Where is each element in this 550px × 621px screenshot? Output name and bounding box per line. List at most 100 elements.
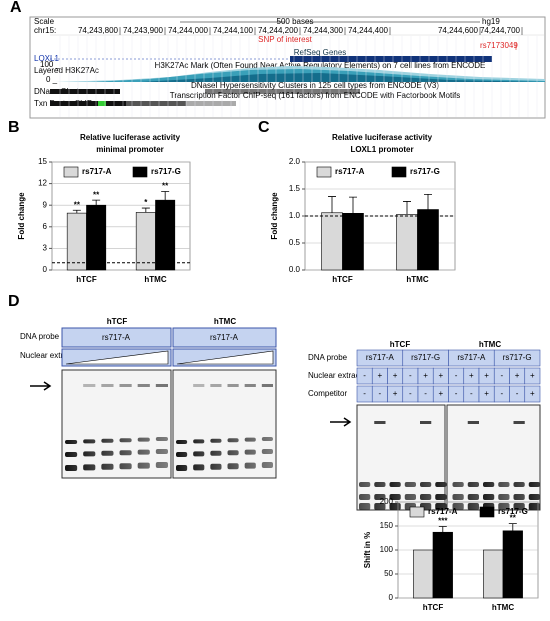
free-band [435, 494, 447, 500]
bar [66, 212, 87, 271]
free-band [193, 439, 205, 444]
y-axis-label: Shift in % [363, 532, 372, 568]
coordinate: 74,244,600 [438, 26, 479, 35]
free-band [513, 494, 525, 500]
free-band [244, 462, 256, 469]
y-tick-label: 0.0 [289, 265, 301, 274]
free-band [359, 482, 371, 487]
shift-band [155, 384, 168, 387]
x-tick-label: hTCF [332, 275, 353, 284]
error-bar [349, 196, 357, 214]
browser-text: chr15: [34, 26, 56, 35]
legend-label: rs717-A [82, 167, 112, 176]
bar [413, 549, 434, 599]
free-band [227, 450, 239, 456]
free-band [528, 503, 540, 510]
coordinate: 74,244,700 [480, 26, 521, 35]
free-band [119, 438, 132, 443]
y-tick-label: 15 [38, 157, 47, 166]
free-band [483, 482, 495, 487]
free-band [65, 465, 78, 471]
chart-subtitle: minimal promoter [96, 145, 164, 154]
free-band [155, 437, 168, 441]
gradient-triangle [176, 350, 274, 365]
legend-label: rs717-A [335, 167, 365, 176]
legend-swatch [391, 166, 407, 178]
browser-text: RefSeq Genes [294, 48, 346, 57]
bar [135, 212, 156, 271]
cell [524, 385, 541, 403]
significance: ** [93, 190, 100, 199]
chart-title: Relative luciferase activity [80, 133, 181, 142]
legend-label: rs717-G [151, 167, 181, 176]
free-band [244, 437, 256, 442]
coordinate: 74,243,800 [78, 26, 119, 35]
arrow [30, 381, 52, 391]
panel-label: C [258, 119, 270, 136]
free-band [261, 462, 273, 468]
y-tick-label: 200 [380, 497, 394, 506]
free-band [359, 494, 371, 500]
free-band [137, 462, 150, 469]
free-band [193, 464, 205, 471]
gel-header: hTCF [107, 317, 128, 326]
y-axis-label: Fold change [17, 192, 26, 240]
cell-text: + [515, 371, 520, 380]
legend-label: rs717-A [428, 507, 458, 516]
gel-bands [65, 384, 273, 471]
y-tick-label: 0 [389, 593, 394, 602]
coordinate: 74,244,000 [168, 26, 209, 35]
y-tick-label: 9 [43, 200, 48, 209]
shift-band [137, 384, 150, 387]
free-band [374, 482, 386, 487]
legend-swatch [479, 506, 495, 518]
probe-text: rs717-A [210, 333, 239, 342]
cell-text: - [470, 389, 473, 398]
free-band [137, 437, 150, 442]
legend-label: rs717-G [498, 507, 528, 516]
free-band [65, 440, 78, 444]
shift-band [193, 384, 205, 387]
legend-swatch [409, 506, 425, 518]
browser-text: DNaseI Hypersensitivity Clusters in 125 … [191, 81, 439, 90]
legend-swatch [132, 166, 148, 178]
cell-text: + [484, 371, 489, 380]
error-bar [328, 196, 336, 213]
free-band [359, 503, 371, 510]
cell-text: - [363, 371, 366, 380]
panel-label: B [8, 119, 20, 136]
gel-header: hTMC [479, 340, 501, 349]
gel-header: hTMC [214, 317, 236, 326]
y-tick-label: 2.0 [289, 157, 301, 166]
y-tick-label: 0.5 [289, 238, 301, 247]
cell-text: - [379, 389, 382, 398]
row-label: Competitor [308, 389, 347, 398]
probe-text: rs717-A [102, 333, 131, 342]
free-band [389, 482, 401, 487]
free-band [498, 494, 510, 500]
y-tick-label: 1.5 [289, 184, 301, 193]
significance: ** [74, 200, 81, 209]
y-tick-label: 50 [384, 569, 393, 578]
x-tick-label: hTMC [492, 603, 514, 612]
browser-text: 500 bases [277, 17, 314, 26]
free-band [83, 451, 96, 457]
legend-swatch [316, 166, 332, 178]
cell-text: + [439, 389, 444, 398]
coordinate: 74,244,400 [348, 26, 389, 35]
free-band [101, 463, 114, 470]
free-band [101, 438, 114, 443]
free-band [101, 450, 114, 456]
free-band [119, 450, 132, 456]
bar [483, 549, 504, 599]
cell [493, 349, 541, 367]
signal-area [140, 73, 545, 82]
browser-text: Transcription Factor ChIP-seq (161 facto… [170, 91, 460, 100]
bar [321, 212, 343, 271]
gradient-triangle [65, 350, 169, 365]
shift-band [420, 421, 432, 424]
free-band [513, 503, 525, 510]
y-tick-label: 150 [380, 521, 394, 530]
free-band [452, 482, 464, 487]
